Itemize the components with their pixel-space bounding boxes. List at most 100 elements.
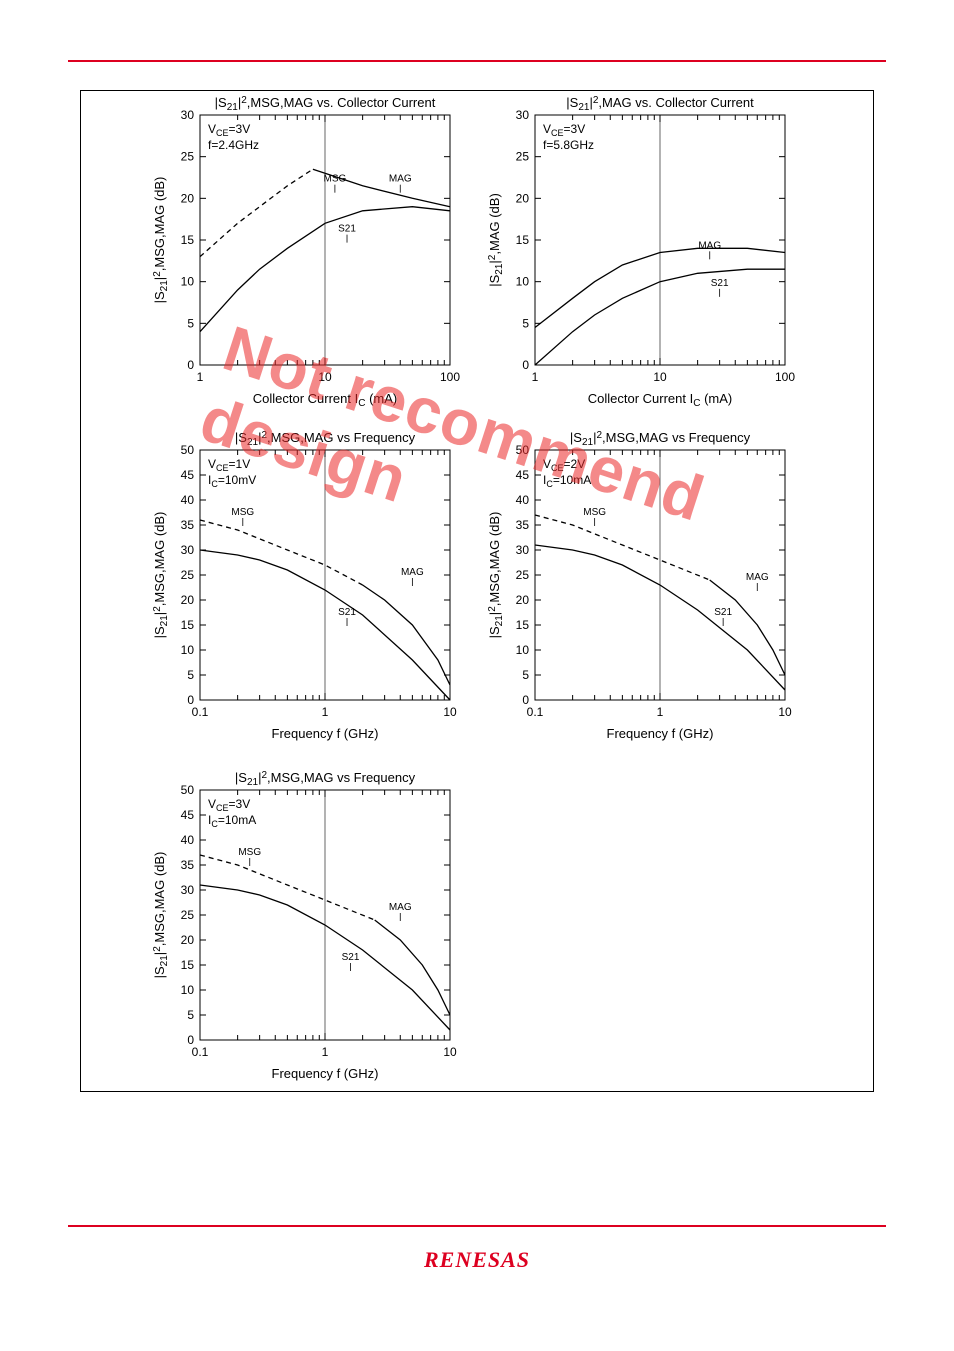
svg-text:MSG: MSG (324, 174, 347, 185)
svg-text:0: 0 (187, 358, 194, 372)
svg-text:Collector Current IC (mA): Collector Current IC (mA) (588, 391, 733, 409)
svg-text:|S21|2,MAG (dB): |S21|2,MAG (dB) (487, 193, 505, 287)
svg-text:5: 5 (522, 316, 529, 330)
svg-text:10: 10 (318, 370, 332, 384)
svg-text:20: 20 (516, 191, 530, 205)
svg-text:|S21|2,MAG vs. Collector Curre: |S21|2,MAG vs. Collector Current (566, 95, 754, 113)
chart-E: |S21|2,MSG,MAG vs Frequency0510152025303… (150, 770, 480, 1100)
svg-text:10: 10 (653, 370, 667, 384)
svg-text:Frequency f (GHz): Frequency f (GHz) (607, 726, 714, 741)
svg-text:35: 35 (181, 518, 195, 532)
svg-text:VCE=3V: VCE=3V (208, 122, 250, 138)
svg-text:50: 50 (181, 783, 195, 797)
svg-text:MSG: MSG (583, 507, 606, 518)
chart-svg: |S21|2,MSG,MAG vs. Collector Current0510… (150, 95, 480, 425)
chart-svg: |S21|2,MAG vs. Collector Current 0 5 10 15 20… (485, 95, 815, 425)
svg-text:S21: S21 (714, 607, 732, 618)
svg-text:1: 1 (532, 370, 539, 384)
svg-text:30: 30 (181, 108, 195, 122)
svg-text:35: 35 (181, 858, 195, 872)
svg-text:45: 45 (181, 468, 195, 482)
svg-text:35: 35 (516, 518, 530, 532)
svg-text:10: 10 (778, 705, 792, 719)
svg-text:10: 10 (443, 1045, 457, 1059)
svg-text:|S21|2,MSG,MAG (dB): |S21|2,MSG,MAG (dB) (487, 512, 505, 639)
svg-text:45: 45 (516, 468, 530, 482)
chart-svg: |S21|2,MSG,MAG vs Frequency0510152025303… (150, 430, 480, 760)
svg-text:20: 20 (181, 191, 195, 205)
svg-text:10: 10 (181, 275, 195, 289)
svg-text:100: 100 (775, 370, 795, 384)
svg-text:VCE=1V: VCE=1V (208, 457, 250, 473)
svg-text:1: 1 (322, 705, 329, 719)
svg-text:VCE=3V: VCE=3V (543, 122, 585, 138)
svg-text:VCE=3V: VCE=3V (208, 797, 250, 813)
svg-text:IC=10mA: IC=10mA (208, 813, 256, 829)
svg-text:S21: S21 (338, 224, 356, 235)
svg-text:0: 0 (522, 358, 529, 372)
svg-text:0.1: 0.1 (192, 1045, 209, 1059)
svg-text:30: 30 (181, 883, 195, 897)
bottom-rule (68, 1225, 886, 1227)
svg-text:25: 25 (181, 150, 195, 164)
renesas-logo: RENESAS (0, 1247, 954, 1273)
svg-text:40: 40 (181, 493, 195, 507)
svg-text:S21: S21 (338, 607, 356, 618)
svg-text:MAG: MAG (746, 572, 769, 583)
svg-text:VCE=2V: VCE=2V (543, 457, 585, 473)
svg-text:Frequency f (GHz): Frequency f (GHz) (272, 726, 379, 741)
svg-text:100: 100 (440, 370, 460, 384)
svg-text:5: 5 (522, 668, 529, 682)
svg-text:15: 15 (516, 618, 530, 632)
svg-text:10: 10 (443, 705, 457, 719)
chart-A: |S21|2,MSG,MAG vs. Collector Current0510… (150, 95, 480, 425)
svg-text:15: 15 (516, 233, 530, 247)
svg-text:|S21|2,MSG,MAG vs Frequency: |S21|2,MSG,MAG vs Frequency (570, 430, 751, 448)
svg-text:IC=10mA: IC=10mA (543, 473, 591, 489)
svg-text:5: 5 (187, 668, 194, 682)
svg-text:25: 25 (181, 568, 195, 582)
svg-text:0.1: 0.1 (527, 705, 544, 719)
svg-text:S21: S21 (342, 952, 360, 963)
svg-text:1: 1 (197, 370, 204, 384)
svg-text:5: 5 (187, 316, 194, 330)
svg-text:Frequency f (GHz): Frequency f (GHz) (272, 1066, 379, 1081)
series-mag (710, 580, 785, 675)
series-msg (200, 169, 313, 257)
svg-text:25: 25 (516, 568, 530, 582)
svg-text:1: 1 (657, 705, 664, 719)
svg-text:IC=10mV: IC=10mV (208, 473, 256, 489)
svg-text:|S21|2,MSG,MAG vs Frequency: |S21|2,MSG,MAG vs Frequency (235, 770, 416, 788)
svg-text:10: 10 (181, 643, 195, 657)
chart-C: |S21|2,MSG,MAG vs Frequency0510152025303… (150, 430, 480, 760)
svg-text:15: 15 (181, 233, 195, 247)
svg-text:|S21|2,MSG,MAG (dB): |S21|2,MSG,MAG (dB) (152, 177, 170, 304)
chart-svg: |S21|2,MSG,MAG vs Frequency0510152025303… (485, 430, 815, 760)
svg-text:10: 10 (516, 275, 530, 289)
svg-text:15: 15 (181, 618, 195, 632)
chart-D: |S21|2,MSG,MAG vs Frequency0510152025303… (485, 430, 815, 760)
svg-text:MAG: MAG (389, 902, 412, 913)
svg-text:25: 25 (181, 908, 195, 922)
chart-svg: |S21|2,MSG,MAG vs Frequency0510152025303… (150, 770, 480, 1100)
svg-text:f=5.8GHz: f=5.8GHz (543, 138, 594, 152)
series-mag (363, 585, 450, 685)
svg-text:MSG: MSG (238, 847, 261, 858)
svg-text:MAG: MAG (401, 567, 424, 578)
svg-text:50: 50 (516, 443, 530, 457)
svg-text:10: 10 (181, 983, 195, 997)
svg-text:1: 1 (322, 1045, 329, 1059)
series-msg (200, 520, 363, 585)
svg-text:5: 5 (187, 1008, 194, 1022)
svg-text:40: 40 (516, 493, 530, 507)
svg-text:MAG: MAG (389, 174, 412, 185)
svg-text:30: 30 (516, 108, 530, 122)
svg-text:15: 15 (181, 958, 195, 972)
svg-text:f=2.4GHz: f=2.4GHz (208, 138, 259, 152)
svg-text:MSG: MSG (231, 507, 254, 518)
svg-text:|S21|2,MSG,MAG vs Frequency: |S21|2,MSG,MAG vs Frequency (235, 430, 416, 448)
svg-text:10: 10 (516, 643, 530, 657)
svg-text:20: 20 (181, 593, 195, 607)
series-mag (375, 920, 450, 1015)
svg-text:20: 20 (181, 933, 195, 947)
